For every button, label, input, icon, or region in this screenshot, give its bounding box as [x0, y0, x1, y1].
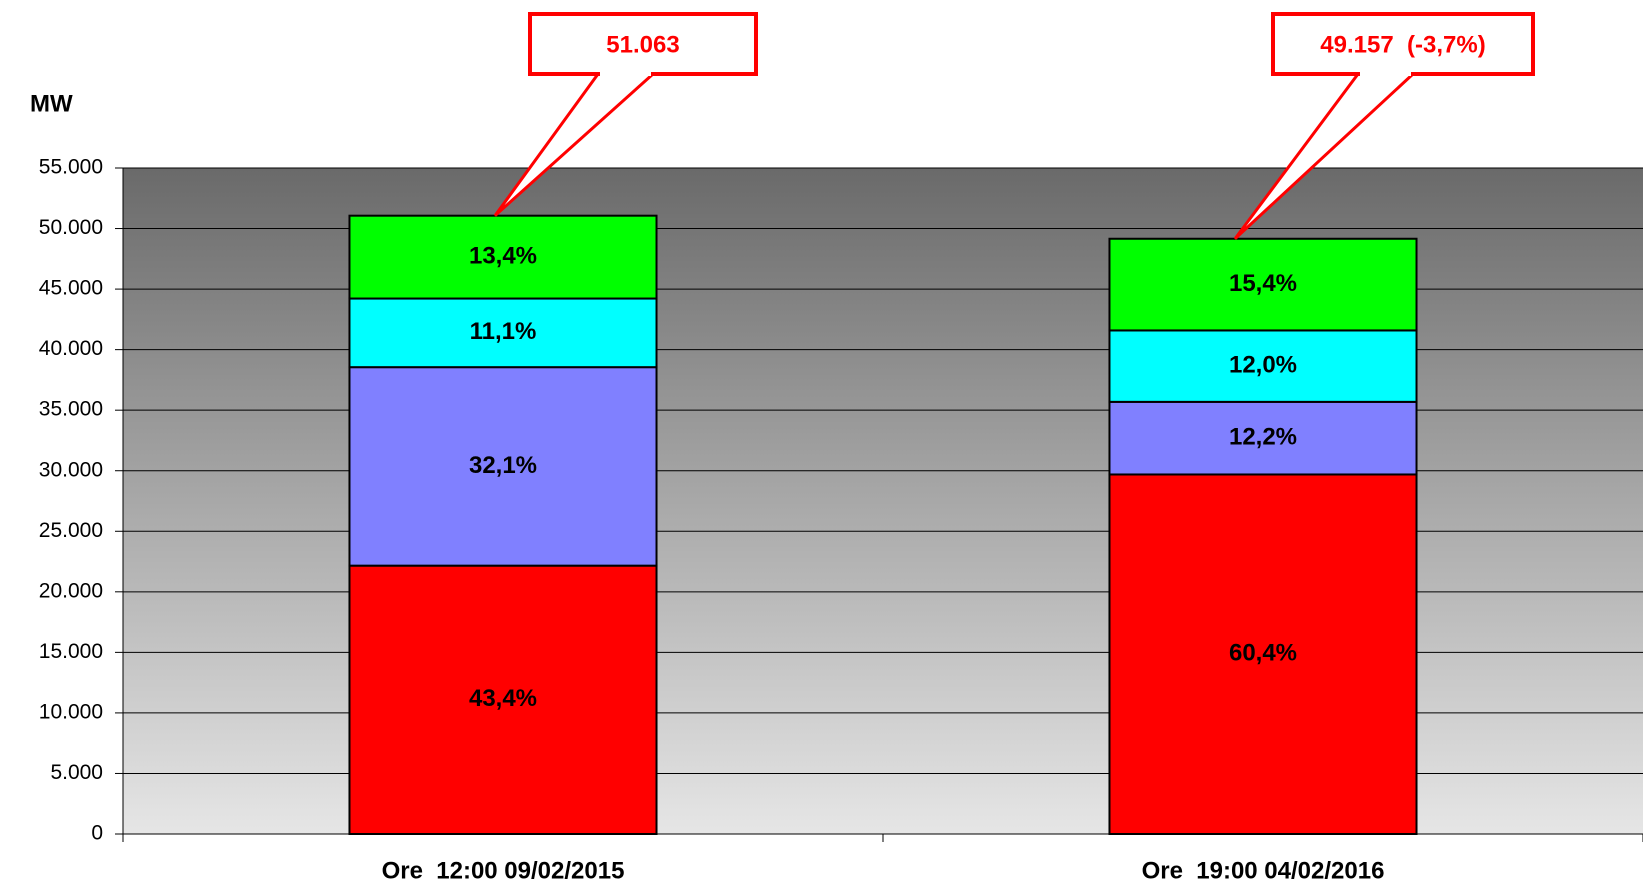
bar-segment: [1108, 237, 1418, 332]
y-tick-label: 20.000: [39, 579, 103, 602]
callout-box: [528, 12, 758, 76]
annotation: 49.157 (-3,7%): [1320, 31, 1485, 58]
callout-box: [1271, 12, 1535, 76]
bar-segment: [1108, 329, 1418, 403]
bar-segment: [1108, 473, 1418, 835]
data-label: 15,4%: [1229, 270, 1297, 297]
y-tick-label: 15.000: [39, 640, 103, 663]
y-tick-label: 5.000: [50, 761, 103, 784]
data-label: 12,2%: [1229, 424, 1297, 451]
y-tick-label: 50.000: [39, 216, 103, 239]
data-label: 32,1%: [469, 452, 537, 479]
callout-joint: [600, 70, 651, 76]
x-tick-label: Ore 19:00 04/02/2016: [1142, 857, 1385, 884]
bar-segment: [348, 564, 658, 836]
y-tick-label: 10.000: [39, 700, 103, 723]
y-tick-label: 40.000: [39, 337, 103, 360]
y-tick-label: 35.000: [39, 398, 103, 421]
bar-segment: [348, 214, 658, 300]
y-axis-label: MW: [30, 90, 73, 117]
y-tick-label: 0: [91, 822, 103, 845]
data-label: 43,4%: [469, 685, 537, 712]
annotation: 51.063: [606, 31, 679, 58]
data-label: 13,4%: [469, 242, 537, 269]
x-tick-label: Ore 12:00 09/02/2015: [382, 857, 625, 884]
y-tick-label: 55.000: [39, 156, 103, 179]
data-label: 12,0%: [1229, 351, 1297, 378]
bar-segment: [348, 366, 658, 567]
y-tick-label: 30.000: [39, 458, 103, 481]
y-tick-label: 25.000: [39, 519, 103, 542]
data-label: 60,4%: [1229, 640, 1297, 667]
data-label: 11,1%: [470, 318, 537, 345]
bar-segment: [1108, 400, 1418, 476]
y-tick-label: 45.000: [39, 277, 103, 300]
bar-segment: [348, 297, 658, 369]
callout-joint: [1360, 70, 1411, 76]
